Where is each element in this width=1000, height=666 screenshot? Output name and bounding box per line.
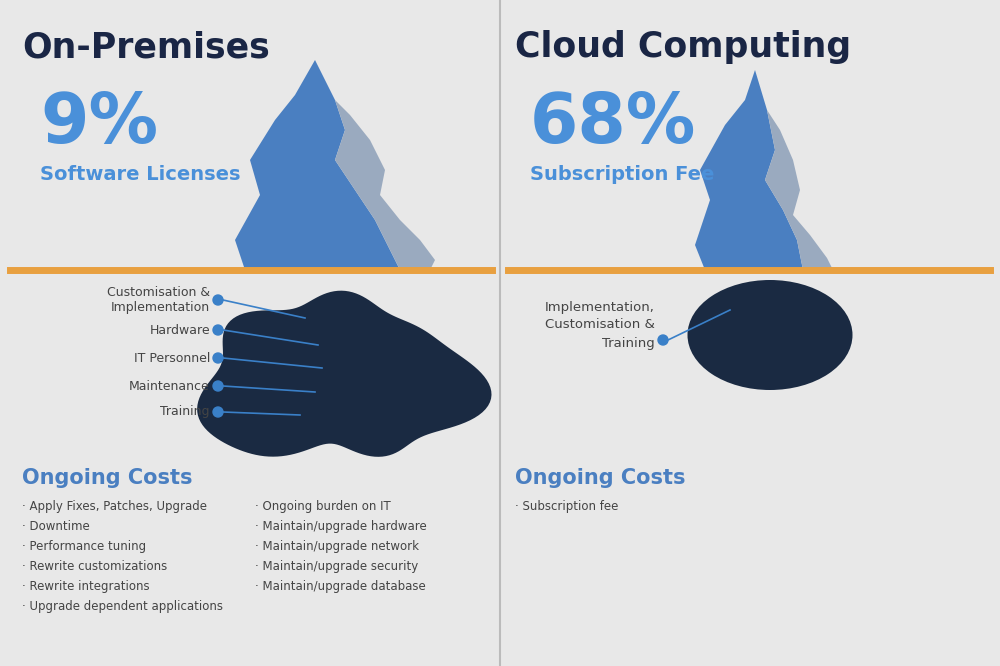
Text: 9%: 9%	[40, 90, 158, 157]
Polygon shape	[335, 100, 435, 270]
Circle shape	[658, 335, 668, 345]
Text: · Subscription fee: · Subscription fee	[515, 500, 618, 513]
Text: · Rewrite integrations: · Rewrite integrations	[22, 580, 150, 593]
Polygon shape	[765, 110, 833, 270]
Text: IT Personnel: IT Personnel	[134, 352, 210, 364]
Text: · Downtime: · Downtime	[22, 520, 90, 533]
Text: Maintenance: Maintenance	[129, 380, 210, 392]
Circle shape	[213, 407, 223, 417]
Circle shape	[213, 295, 223, 305]
Text: 68%: 68%	[530, 90, 696, 157]
Ellipse shape	[688, 280, 852, 390]
Text: Subscription Fee: Subscription Fee	[530, 165, 714, 184]
Polygon shape	[197, 290, 492, 457]
Text: Training: Training	[160, 406, 210, 418]
Text: Customisation &
Implementation: Customisation & Implementation	[107, 286, 210, 314]
Text: · Upgrade dependent applications: · Upgrade dependent applications	[22, 600, 223, 613]
Text: · Apply Fixes, Patches, Upgrade: · Apply Fixes, Patches, Upgrade	[22, 500, 207, 513]
Text: · Maintain/upgrade database: · Maintain/upgrade database	[255, 580, 426, 593]
Circle shape	[213, 325, 223, 335]
Text: · Maintain/upgrade hardware: · Maintain/upgrade hardware	[255, 520, 427, 533]
Text: Software Licenses: Software Licenses	[40, 165, 240, 184]
Text: Cloud Computing: Cloud Computing	[515, 30, 851, 64]
Text: · Ongoing burden on IT: · Ongoing burden on IT	[255, 500, 391, 513]
Circle shape	[213, 353, 223, 363]
Polygon shape	[695, 70, 803, 270]
Text: On-Premises: On-Premises	[22, 30, 270, 64]
Text: · Maintain/upgrade security: · Maintain/upgrade security	[255, 560, 418, 573]
Text: Ongoing Costs: Ongoing Costs	[515, 468, 686, 488]
Polygon shape	[235, 60, 400, 270]
Circle shape	[213, 381, 223, 391]
Text: Implementation,
Customisation &
Training: Implementation, Customisation & Training	[545, 300, 655, 350]
Text: · Rewrite customizations: · Rewrite customizations	[22, 560, 167, 573]
Text: · Performance tuning: · Performance tuning	[22, 540, 146, 553]
Text: Hardware: Hardware	[149, 324, 210, 336]
Text: Ongoing Costs: Ongoing Costs	[22, 468, 192, 488]
Text: · Maintain/upgrade network: · Maintain/upgrade network	[255, 540, 419, 553]
